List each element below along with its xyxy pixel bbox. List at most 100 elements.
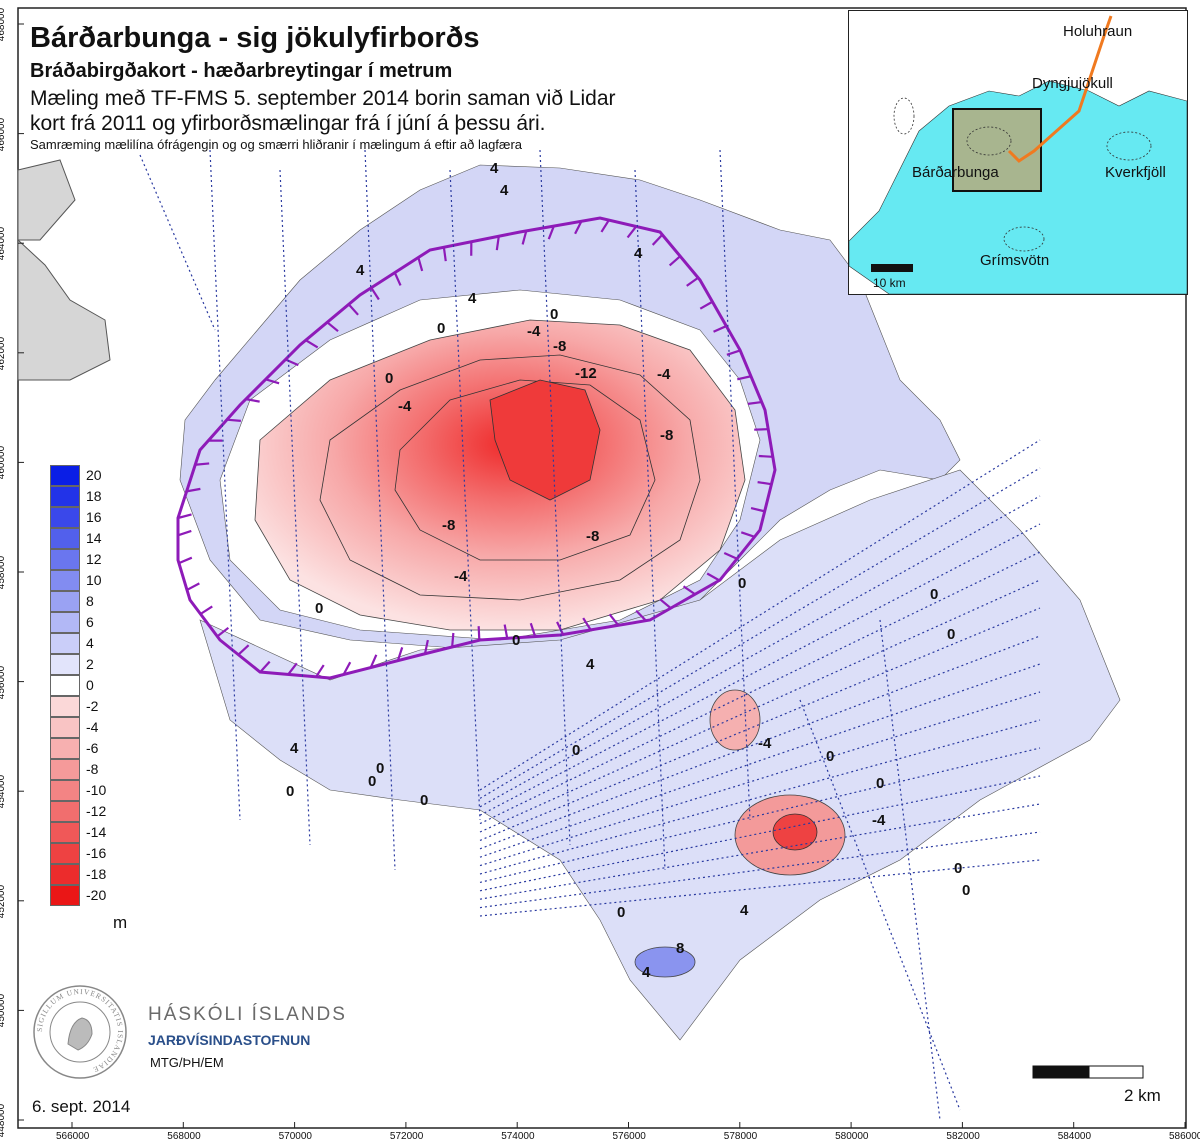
rim-hachure (259, 660, 271, 673)
institute-name: JARÐVÍSINDASTOFNUN (148, 1032, 311, 1048)
legend-label: -18 (86, 866, 107, 882)
legend-label: -14 (86, 824, 107, 840)
rim-hachure (686, 276, 699, 287)
ice-free-land (17, 159, 111, 381)
map-date: 6. sept. 2014 (32, 1097, 131, 1116)
x-tick-label: 570000 (278, 1131, 312, 1142)
legend-label: 12 (86, 551, 102, 567)
rim-hachure (177, 529, 192, 537)
legend-label: 14 (86, 530, 102, 546)
contour-minus-4 (319, 354, 701, 601)
rim-hachure (442, 247, 447, 262)
y-tick-label: 448000 (0, 1103, 8, 1138)
y-tick-label: 456000 (0, 665, 8, 699)
rim-hachure (347, 303, 359, 316)
legend-swatch (50, 507, 80, 528)
contour-label: -8 (442, 517, 456, 534)
legend-swatch (50, 801, 80, 822)
legend-swatch (50, 822, 80, 843)
legend-label: 20 (86, 467, 102, 483)
rim-hachure (740, 531, 755, 538)
legend-label: -16 (86, 845, 107, 861)
rim-hachure (682, 585, 696, 596)
contour-label: 0 (376, 760, 385, 777)
rim-hachure (315, 664, 325, 678)
legend-swatch (50, 654, 80, 675)
author-credit: MTG/ÞH/EM (150, 1055, 224, 1070)
rim-hachure (177, 513, 192, 520)
x-tick-label: 574000 (501, 1131, 535, 1142)
description-line-1: Mæling með TF-FMS 5. september 2014 bori… (30, 87, 616, 110)
y-tick-label: 454000 (0, 775, 8, 809)
flight-line (449, 169, 481, 821)
rim-hachure (713, 325, 727, 333)
rim-hachure (659, 598, 672, 609)
caldera-rim (176, 216, 777, 680)
contour-label: 8 (676, 940, 685, 957)
legend-label: 4 (86, 635, 94, 651)
rim-hachure (287, 662, 298, 676)
rim-hachure (199, 605, 213, 615)
caldera-rim-hachures (177, 219, 773, 678)
rim-hachure (556, 621, 565, 635)
flight-line (479, 719, 1041, 875)
processing-note: Samræming mælilína ófrágengin og og smær… (30, 137, 523, 152)
rim-hachure (737, 375, 752, 381)
legend-label: 18 (86, 488, 102, 504)
inset-map: Holuhraun Dyngjujökull Bárðarbunga Kverk… (848, 10, 1188, 295)
contour-label: 0 (930, 586, 939, 603)
inset-label-bardarbunga: Bárðarbunga (912, 164, 999, 181)
flight-line (364, 149, 396, 871)
contour-label: 0 (550, 306, 559, 323)
flight-line (539, 149, 571, 846)
scale-bar-label: 2 km (1124, 1086, 1161, 1105)
rim-hachure (503, 624, 509, 639)
legend-label: 8 (86, 593, 94, 609)
contour-label: 4 (468, 290, 477, 307)
inset-label-grimsvotn: Grímsvötn (980, 252, 1050, 269)
rim-hachure (726, 349, 741, 356)
contour-label: 4 (356, 262, 365, 279)
inset-kverkfjoll-caldera (1106, 131, 1152, 161)
y-tick-label: 452000 (0, 884, 8, 918)
flight-line (879, 619, 941, 1121)
cauldron-east-core (772, 813, 818, 851)
rim-hachure (723, 552, 738, 560)
map-title: Bárðarbunga - sig jökulyfirborðs (30, 22, 480, 54)
flight-line (479, 523, 1041, 816)
flight-line (479, 607, 1041, 841)
rim-hachure (451, 632, 455, 648)
rim-hachure (651, 233, 664, 246)
legend-swatch (50, 843, 80, 864)
rim-hachure (369, 654, 378, 669)
legend-swatch (50, 591, 80, 612)
flight-line (479, 775, 1041, 892)
contour-label: 4 (290, 740, 299, 757)
rim-hachure (600, 219, 610, 233)
x-tick-label: 586000 (1169, 1131, 1200, 1142)
inset-label-holuhraun: Holuhraun (1063, 23, 1133, 40)
legend-swatch (50, 759, 80, 780)
rim-hachure (226, 418, 241, 422)
contour-label: 0 (617, 904, 626, 921)
x-tick-label: 572000 (389, 1131, 424, 1142)
map-border (17, 7, 1187, 1129)
contour-label: 0 (437, 320, 446, 337)
legend-swatch (50, 738, 80, 759)
contour-label: 0 (286, 783, 295, 800)
contour-label: -8 (586, 528, 600, 545)
contour-label: 0 (962, 882, 971, 899)
inset-study-area-box (952, 108, 1042, 192)
inset-bardarbunga-caldera (966, 126, 1012, 156)
rim-hachure (195, 462, 210, 466)
flight-line (719, 149, 751, 821)
rim-hachure (265, 378, 280, 385)
rim-hachure (758, 454, 773, 458)
rim-hachure (342, 661, 352, 676)
flight-lines (139, 149, 1041, 1121)
rim-hachure (699, 300, 713, 310)
inset-scale-label: 10 km (873, 276, 906, 290)
contour-label: 0 (876, 775, 885, 792)
flight-line (479, 495, 1041, 808)
rim-hachure (245, 398, 260, 403)
